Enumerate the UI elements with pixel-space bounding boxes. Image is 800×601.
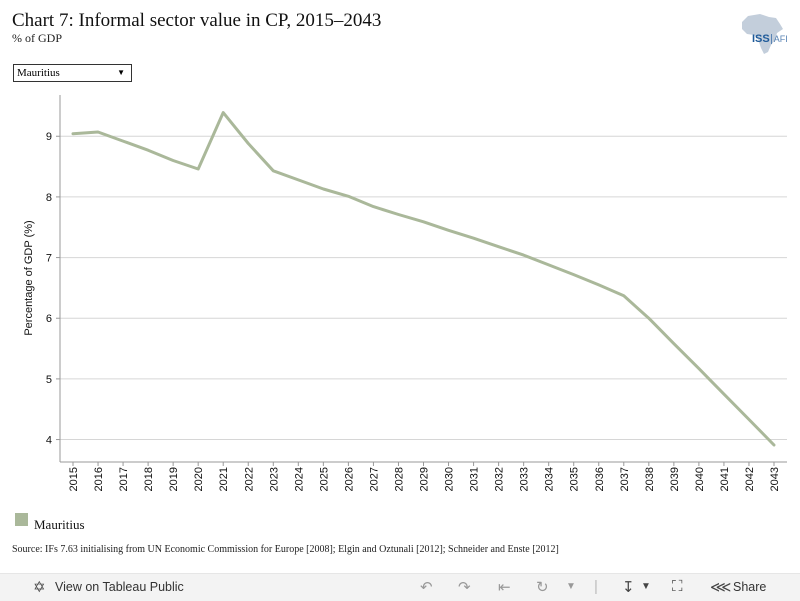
y-tick-label-5: 5 bbox=[46, 374, 52, 386]
redo-icon[interactable]: ↷ bbox=[458, 579, 471, 596]
country-dropdown[interactable]: Mauritius ▼ bbox=[13, 64, 132, 82]
x-tick-label-2018: 2018 bbox=[143, 467, 155, 491]
x-tick-label-2032: 2032 bbox=[494, 467, 506, 491]
share-icon[interactable]: ⋘ bbox=[710, 579, 732, 596]
country-dropdown-value: Mauritius bbox=[17, 67, 60, 79]
y-axis-label: Percentage of GDP (%) bbox=[23, 220, 35, 335]
x-tick-label-2016: 2016 bbox=[93, 467, 105, 491]
y-tick-label-6: 6 bbox=[46, 313, 52, 325]
fullscreen-icon[interactable]: ⛶ bbox=[672, 578, 683, 595]
refresh-icon[interactable]: ↻ bbox=[536, 579, 549, 596]
y-tick-label-8: 8 bbox=[46, 192, 52, 204]
legend-label: Mauritius bbox=[34, 517, 85, 532]
x-tick-label-2036: 2036 bbox=[594, 467, 606, 491]
download-icon[interactable]: ↧ bbox=[622, 579, 635, 596]
x-tick-label-2021: 2021 bbox=[218, 467, 230, 491]
x-tick-label-2029: 2029 bbox=[419, 467, 431, 491]
x-tick-label-2043: 2043 bbox=[769, 467, 781, 491]
series-line-mauritius bbox=[71, 111, 776, 447]
x-tick-label-2028: 2028 bbox=[393, 467, 405, 491]
x-tick-label-2022: 2022 bbox=[243, 467, 255, 491]
x-tick-label-2033: 2033 bbox=[519, 467, 531, 491]
x-tick-label-2035: 2035 bbox=[569, 467, 581, 491]
toolbar-divider: | bbox=[594, 578, 598, 595]
x-tick-label-2025: 2025 bbox=[318, 467, 330, 491]
x-tick-label-2019: 2019 bbox=[168, 467, 180, 491]
x-tick-label-2034: 2034 bbox=[544, 467, 556, 491]
grid-lines bbox=[60, 135, 787, 441]
x-tick-label-2023: 2023 bbox=[268, 467, 280, 491]
x-tick-label-2031: 2031 bbox=[469, 467, 481, 491]
x-tick-label-2015: 2015 bbox=[68, 467, 80, 491]
chart-title: Chart 7: Informal sector value in CP, 20… bbox=[12, 10, 382, 31]
logo-text-sub: AFI bbox=[770, 34, 788, 44]
x-tick-label-2039: 2039 bbox=[669, 467, 681, 491]
tableau-logo-icon: ✡ bbox=[33, 579, 46, 596]
x-tick-label-2041: 2041 bbox=[719, 467, 731, 491]
undo-icon[interactable]: ↶ bbox=[420, 579, 433, 596]
legend-swatch bbox=[15, 513, 28, 526]
share-button[interactable]: Share bbox=[733, 580, 767, 594]
revert-icon[interactable]: ⇤ bbox=[498, 579, 511, 596]
dropdown-arrow-icon: ▼ bbox=[117, 68, 125, 77]
logo-text-main: ISS bbox=[752, 33, 770, 45]
x-tick-label-2038: 2038 bbox=[644, 467, 656, 491]
logo-text: ISS AFI bbox=[752, 33, 788, 45]
x-tick-labels: 2015 2016 2017 2018 2019 2020 2021 2022 2023 2024… bbox=[68, 467, 781, 491]
x-tick-label-2020: 2020 bbox=[193, 467, 205, 491]
x-tick-label-2027: 2027 bbox=[368, 467, 380, 491]
y-tick-label-7: 7 bbox=[46, 253, 52, 265]
refresh-dropdown-icon[interactable]: ▼ bbox=[566, 581, 576, 592]
axes bbox=[56, 95, 787, 466]
x-tick-label-2026: 2026 bbox=[343, 467, 355, 491]
source-note: Source: IFs 7.63 initialising from UN Ec… bbox=[12, 544, 559, 555]
view-on-tableau-link[interactable]: View on Tableau Public bbox=[55, 580, 184, 594]
y-tick-label-9: 9 bbox=[46, 131, 52, 143]
x-tick-label-2017: 2017 bbox=[118, 467, 130, 491]
x-tick-label-2040: 2040 bbox=[694, 467, 706, 491]
x-tick-label-2037: 2037 bbox=[619, 467, 631, 491]
y-tick-label-4: 4 bbox=[46, 435, 52, 447]
x-tick-label-2024: 2024 bbox=[293, 467, 305, 491]
x-tick-label-2042: 2042 bbox=[744, 467, 756, 491]
x-tick-label-2030: 2030 bbox=[444, 467, 456, 491]
africa-map-icon bbox=[742, 14, 783, 54]
download-dropdown-icon[interactable]: ▼ bbox=[641, 581, 651, 592]
chart-subtitle: % of GDP bbox=[12, 31, 62, 45]
series-layer bbox=[71, 111, 776, 447]
tableau-toolbar: ✡ View on Tableau Public ↶ ↷ ⇤ ↻ ▼ | ↧ ▼… bbox=[0, 573, 800, 601]
y-tick-labels: 4 5 6 7 8 9 bbox=[46, 131, 52, 446]
